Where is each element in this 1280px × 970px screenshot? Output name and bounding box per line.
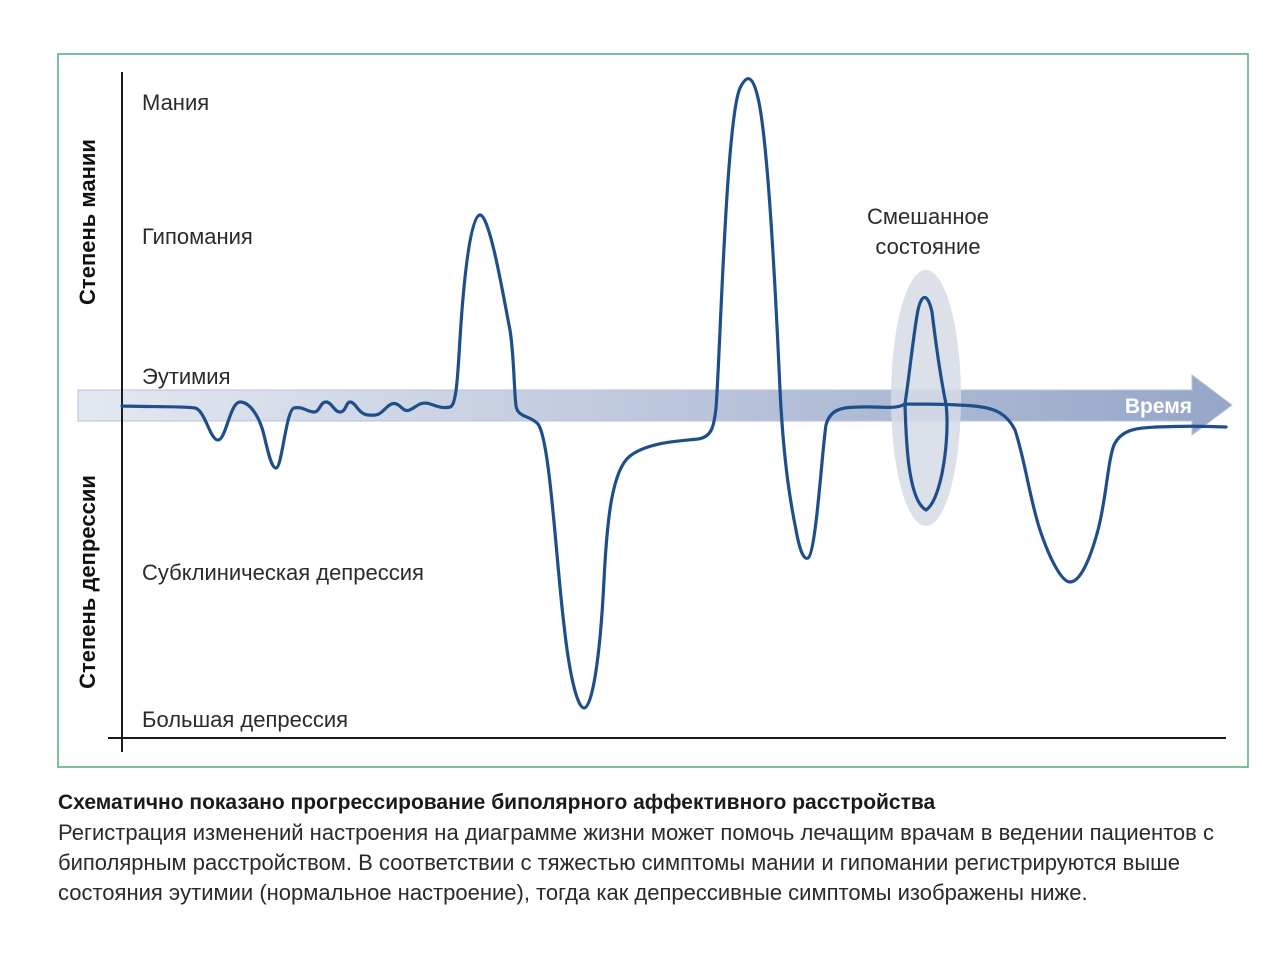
level-major-depression: Большая депрессия	[142, 707, 348, 732]
mixed-state-label-line1: Смешанное	[867, 204, 989, 229]
level-subclinical-depression: Субклиническая депрессия	[142, 560, 424, 585]
level-hypomania: Гипомания	[142, 224, 253, 249]
level-mania: Мания	[142, 90, 209, 115]
axis-lower-label: Степень депрессии	[75, 475, 100, 689]
figure-caption: Схематично показано прогрессирование бип…	[58, 789, 1268, 908]
time-arrow	[77, 374, 1233, 436]
axis-upper-label: Степень мании	[75, 139, 100, 305]
mixed-state-highlight	[891, 270, 961, 526]
figure-frame	[57, 53, 1249, 768]
mood-chart-figure: Время Степень мании Степень депрессии Ма…	[57, 53, 1249, 768]
caption-title: Схематично показано прогрессирование бип…	[58, 791, 936, 814]
mood-curve	[120, 77, 1228, 710]
mixed-state-label-line2: состояние	[875, 234, 980, 259]
level-euthymia: Эутимия	[142, 364, 231, 389]
caption-text: Регистрация изменений настроения на диаг…	[58, 820, 1214, 905]
time-label: Время	[1125, 395, 1192, 418]
